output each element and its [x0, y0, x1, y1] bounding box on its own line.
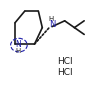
Text: N: N: [15, 40, 21, 49]
Text: N: N: [49, 20, 55, 29]
Text: H: H: [15, 48, 21, 54]
Text: HCl: HCl: [57, 57, 73, 66]
Text: H: H: [48, 16, 54, 22]
Text: HCl: HCl: [57, 68, 73, 77]
